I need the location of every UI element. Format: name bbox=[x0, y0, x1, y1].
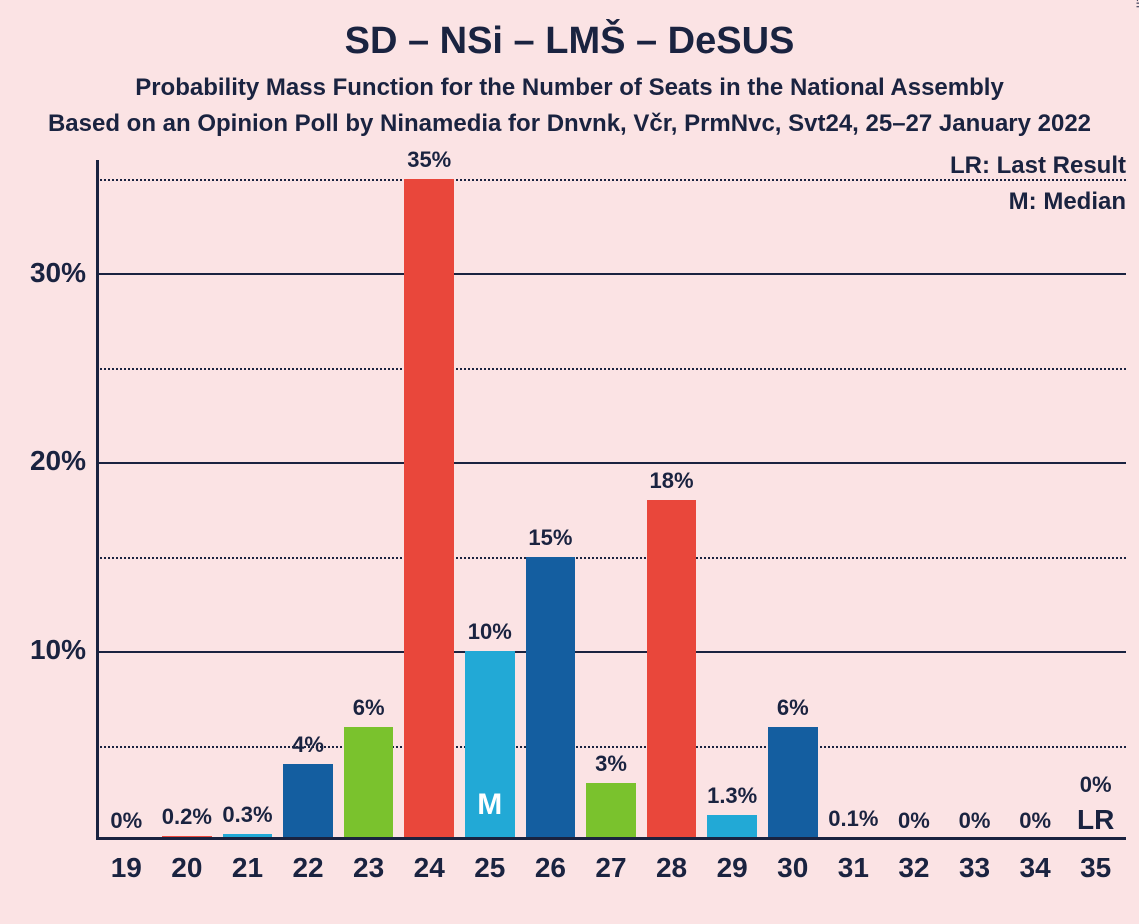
plot-area: 10%20%30%0%190.2%200.3%214%226%2335%24M1… bbox=[96, 160, 1126, 840]
bar-value-label: 18% bbox=[636, 468, 707, 494]
x-tick-label: 23 bbox=[338, 852, 399, 884]
bar bbox=[404, 179, 454, 840]
bar-value-label: 0% bbox=[1000, 808, 1071, 834]
y-tick-label: 30% bbox=[6, 257, 86, 289]
bar-value-label: 35% bbox=[394, 147, 465, 173]
bar bbox=[586, 783, 636, 840]
x-tick-label: 30 bbox=[762, 852, 823, 884]
x-axis-line bbox=[96, 837, 1126, 840]
legend-item: M: Median bbox=[1009, 188, 1126, 216]
grid-major bbox=[96, 462, 1126, 464]
x-tick-label: 25 bbox=[460, 852, 521, 884]
x-tick-label: 34 bbox=[1005, 852, 1066, 884]
legend-item: LR: Last Result bbox=[950, 152, 1126, 180]
grid-minor bbox=[96, 557, 1126, 559]
bar bbox=[526, 557, 576, 840]
credit-text: © 2022 Filip van Laenen bbox=[1133, 0, 1139, 8]
bar bbox=[647, 500, 697, 840]
x-tick-label: 22 bbox=[278, 852, 339, 884]
grid-minor bbox=[96, 746, 1126, 748]
chart-canvas: SD – NSi – LMŠ – DeSUS Probability Mass … bbox=[0, 0, 1139, 924]
x-tick-label: 29 bbox=[702, 852, 763, 884]
x-tick-label: 31 bbox=[823, 852, 884, 884]
bar-value-label: 6% bbox=[757, 695, 828, 721]
bar-value-label: 3% bbox=[576, 751, 647, 777]
x-tick-label: 20 bbox=[157, 852, 218, 884]
x-tick-label: 26 bbox=[520, 852, 581, 884]
bar-value-label: 10% bbox=[455, 619, 526, 645]
bar-value-label: 4% bbox=[273, 732, 344, 758]
bar-value-label: 0.3% bbox=[212, 802, 283, 828]
x-tick-label: 28 bbox=[641, 852, 702, 884]
x-tick-label: 24 bbox=[399, 852, 460, 884]
lr-badge: LR bbox=[1065, 804, 1126, 836]
grid-minor bbox=[96, 368, 1126, 370]
x-tick-label: 35 bbox=[1065, 852, 1126, 884]
bar bbox=[283, 764, 333, 840]
bar-value-label: 1.3% bbox=[697, 783, 768, 809]
grid-major bbox=[96, 651, 1126, 653]
x-tick-label: 21 bbox=[217, 852, 278, 884]
y-tick-label: 20% bbox=[6, 445, 86, 477]
x-tick-label: 33 bbox=[944, 852, 1005, 884]
y-tick-label: 10% bbox=[6, 634, 86, 666]
bar-value-label: 6% bbox=[333, 695, 404, 721]
chart-title: SD – NSi – LMŠ – DeSUS bbox=[0, 20, 1139, 63]
bar bbox=[768, 727, 818, 840]
y-axis-line bbox=[96, 160, 99, 840]
bar-value-label: 0% bbox=[1060, 772, 1131, 798]
median-badge: M bbox=[465, 788, 515, 822]
chart-subtitle-2: Based on an Opinion Poll by Ninamedia fo… bbox=[0, 110, 1139, 138]
grid-major bbox=[96, 273, 1126, 275]
bar-value-label: 15% bbox=[515, 525, 586, 551]
x-tick-label: 27 bbox=[581, 852, 642, 884]
bar bbox=[344, 727, 394, 840]
chart-subtitle-1: Probability Mass Function for the Number… bbox=[0, 74, 1139, 102]
x-tick-label: 32 bbox=[884, 852, 945, 884]
x-tick-label: 19 bbox=[96, 852, 157, 884]
